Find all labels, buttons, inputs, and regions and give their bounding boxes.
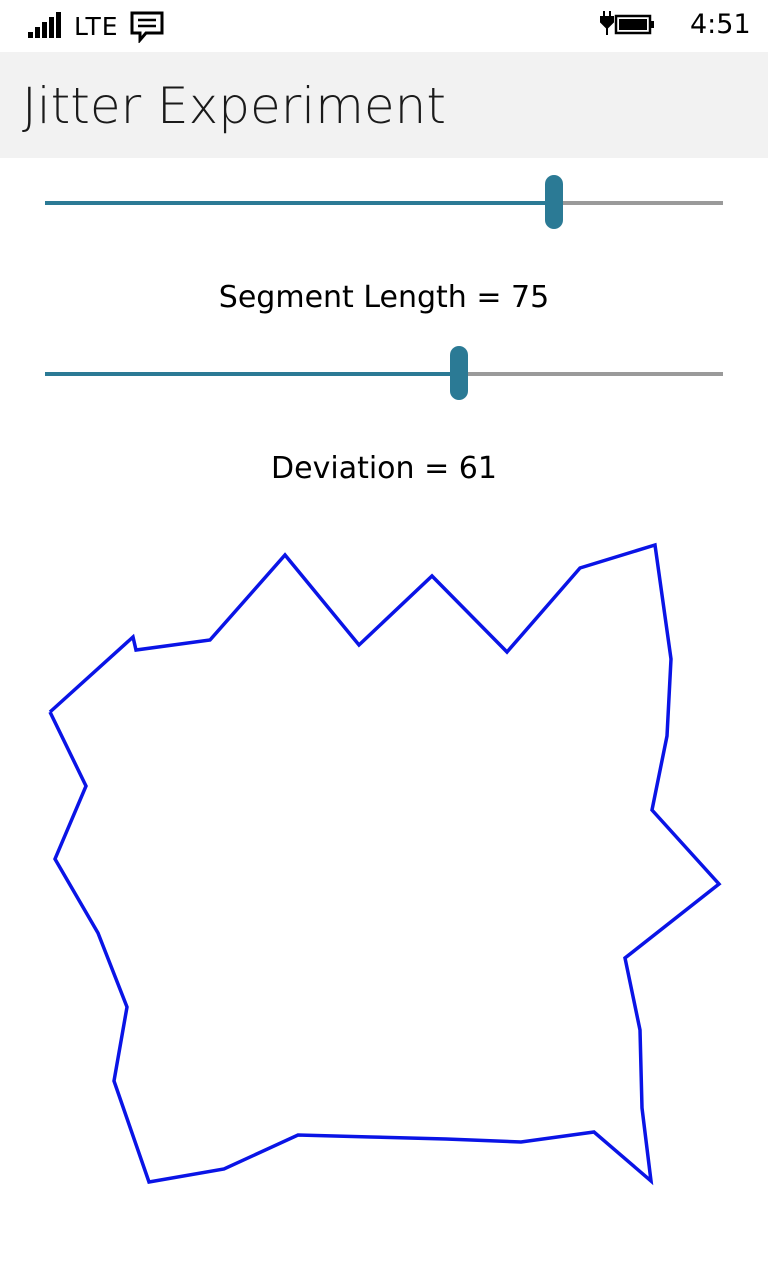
segment-length-label: Segment Length = 75 (218, 280, 550, 315)
title-bar: Jitter Experiment (0, 52, 768, 158)
jittered-square-outline (48, 542, 722, 1186)
slider-fill (45, 372, 459, 376)
segment-length-slider[interactable] (45, 175, 723, 231)
status-clock: 4:51 (690, 9, 751, 40)
slider-thumb[interactable] (450, 346, 468, 400)
deviation-label: Deviation = 61 (271, 451, 497, 486)
deviation-slider[interactable] (45, 346, 723, 402)
signal-strength-icon (28, 12, 61, 38)
app-title: Jitter Experiment (22, 77, 446, 135)
network-type-label: LTE (74, 12, 119, 41)
battery-charging-icon (600, 11, 654, 35)
message-notification-icon (130, 11, 164, 43)
slider-thumb[interactable] (545, 175, 563, 229)
jitter-drawing (48, 542, 722, 1186)
slider-fill (45, 201, 554, 205)
status-bar: LTE 4:51 (0, 0, 768, 52)
